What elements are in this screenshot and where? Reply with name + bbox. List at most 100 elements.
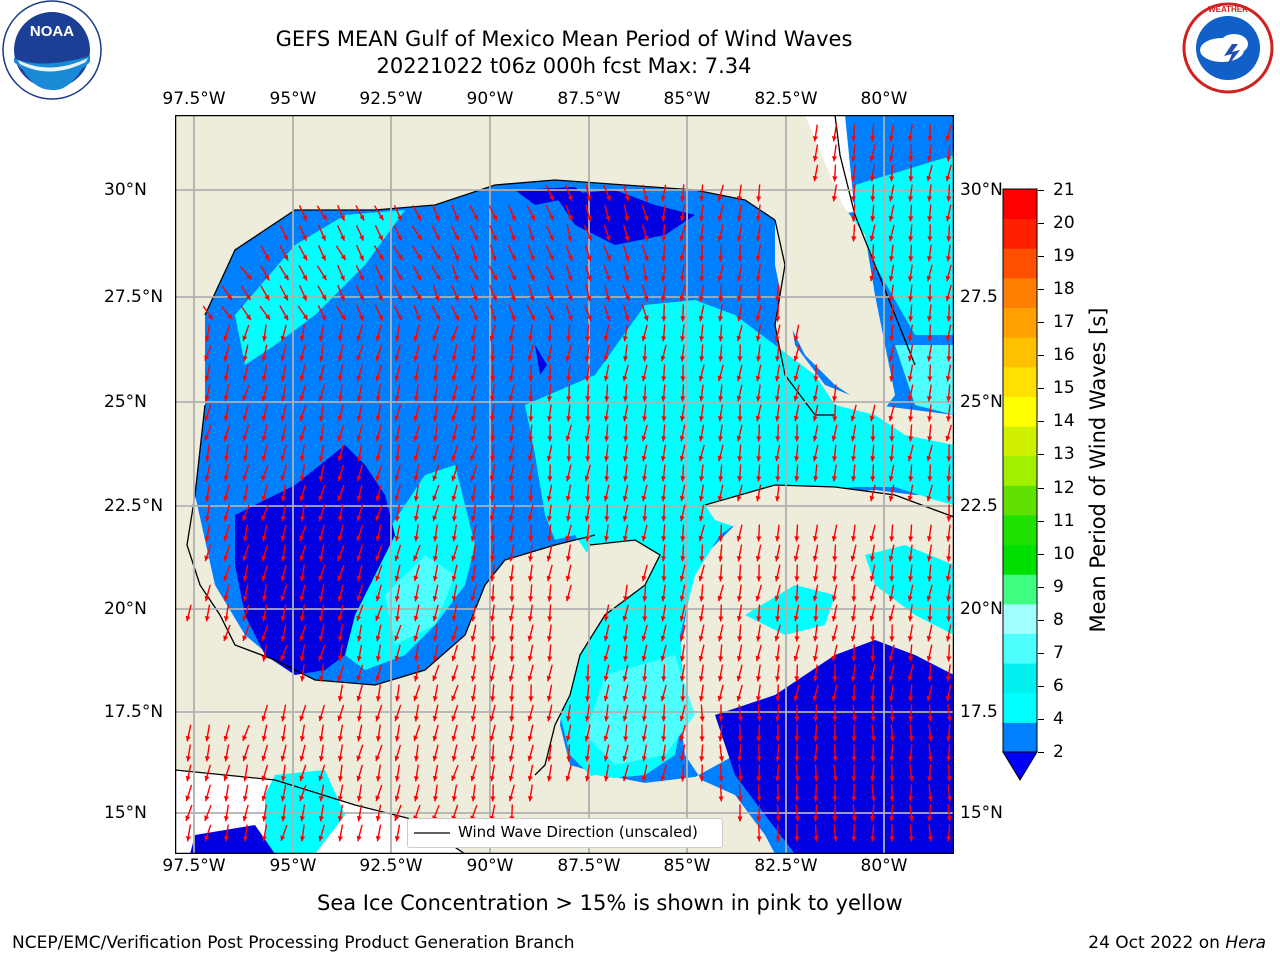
wind-arrow-head [622,476,629,482]
wind-arrow-head [510,235,516,241]
wind-arrow-head [699,416,705,422]
wind-arrow-head [394,575,400,582]
wind-arrow-head [907,276,914,282]
sea-ice-note: Sea Ice Concentration > 15% is shown in … [317,891,903,915]
colorbar-band [1003,692,1037,723]
wind-arrow-head [926,556,932,562]
wind-arrow-head [793,395,799,402]
wind-arrow-head [356,656,362,662]
wind-arrow-head [509,576,515,582]
wind-arrow-head [264,254,270,261]
wind-arrow-head [624,315,630,322]
wind-arrow-head [737,416,743,422]
colorbar-tick: 6 [1053,675,1064,696]
wind-arrow-head [756,576,762,582]
wind-arrow-head [470,356,477,362]
wind-arrow-head [508,795,514,802]
wind-arrow-head [794,476,800,482]
colorbar-tick-mark [1038,421,1044,423]
wind-arrow-head [586,315,592,321]
wind-arrow-head [378,214,384,221]
wind-arrow-head [870,136,876,142]
wind-arrow-head [489,735,495,742]
wind-arrow-head [774,575,780,582]
wind-arrow-head [470,395,476,402]
wind-arrow-head [736,196,743,202]
wind-arrow-head [356,755,362,762]
wind-arrow-head [413,716,419,722]
wind-arrow-head [927,756,933,762]
wind-arrow-head [661,496,667,502]
wind-arrow-head [870,456,876,462]
wind-arrow-head [775,816,781,822]
wind-arrow-head [775,496,781,502]
wind-arrow-head [416,254,422,261]
wind-arrow-head [698,676,704,682]
colorbar-tick-mark [1038,619,1044,621]
wind-arrow-head [356,835,362,842]
wind-arrow-head [927,136,933,142]
wind-arrow-head [300,836,306,842]
wind-arrow-head [869,556,875,562]
wind-arrow-head [318,416,324,422]
wind-arrow-head [242,515,248,521]
wind-arrow-head [433,376,439,382]
wind-arrow-head [793,615,799,622]
wind-arrow-head [927,676,933,682]
wind-arrow-head [265,314,271,320]
wind-arrow-head [945,275,951,282]
wind-arrow-head [850,575,856,582]
wind-arrow-head [261,596,268,602]
wind-arrow-head [679,295,685,302]
wind-arrow-head [945,636,951,642]
wind-arrow-head [299,736,305,742]
wind-arrow-head [889,436,895,442]
wind-arrow-head [375,396,381,402]
wind-arrow-head [223,435,229,442]
wind-arrow-head [624,195,630,202]
wind-arrow-head [908,736,914,742]
wind-arrow-head [870,696,876,702]
wind-arrow-head [375,535,381,542]
wind-arrow-head [394,596,400,602]
wind-arrow-head [432,675,438,681]
wind-arrow-head [472,295,478,301]
colorbar-band [1003,722,1037,753]
wind-arrow-head [451,555,457,562]
wind-arrow-head [717,195,723,202]
wind-arrow-head [851,196,857,202]
wind-arrow-head [356,335,362,342]
wind-arrow-head [337,555,343,561]
wind-arrow-head [775,736,781,742]
wind-arrow-head [718,756,724,762]
wind-arrow-head [641,435,647,442]
wind-arrow-head [375,715,381,722]
wind-arrow-head [775,796,781,802]
wind-arrow-head [337,575,343,581]
wind-arrow-head [698,575,704,582]
wind-arrow-head [432,556,438,562]
wind-arrow-head [603,776,609,782]
wind-arrow-head [242,495,248,502]
wind-arrow-head [547,536,553,542]
wind-arrow-head [283,314,289,321]
wind-arrow-head [318,515,324,522]
colorbar-tick: 11 [1053,510,1075,531]
wind-arrow-head [394,776,400,782]
wind-arrow-head [223,836,230,842]
wind-arrow-head [946,716,952,722]
wind-arrow-head [907,336,913,342]
wind-arrow-head [850,436,856,442]
wind-arrow-head [794,436,800,442]
wind-arrow-head [605,275,611,281]
wind-arrow-head [603,355,609,362]
wind-arrow-head [736,535,742,542]
wind-arrow-head [337,475,343,482]
wind-arrow-head [375,656,381,662]
wind-arrow-head [546,776,552,782]
wind-arrow-head [375,776,381,782]
wind-arrow-head [927,476,933,482]
wind-arrow-head [926,175,932,182]
wind-arrow-head [908,476,914,482]
lat-tick-left: 25°N [104,392,147,412]
